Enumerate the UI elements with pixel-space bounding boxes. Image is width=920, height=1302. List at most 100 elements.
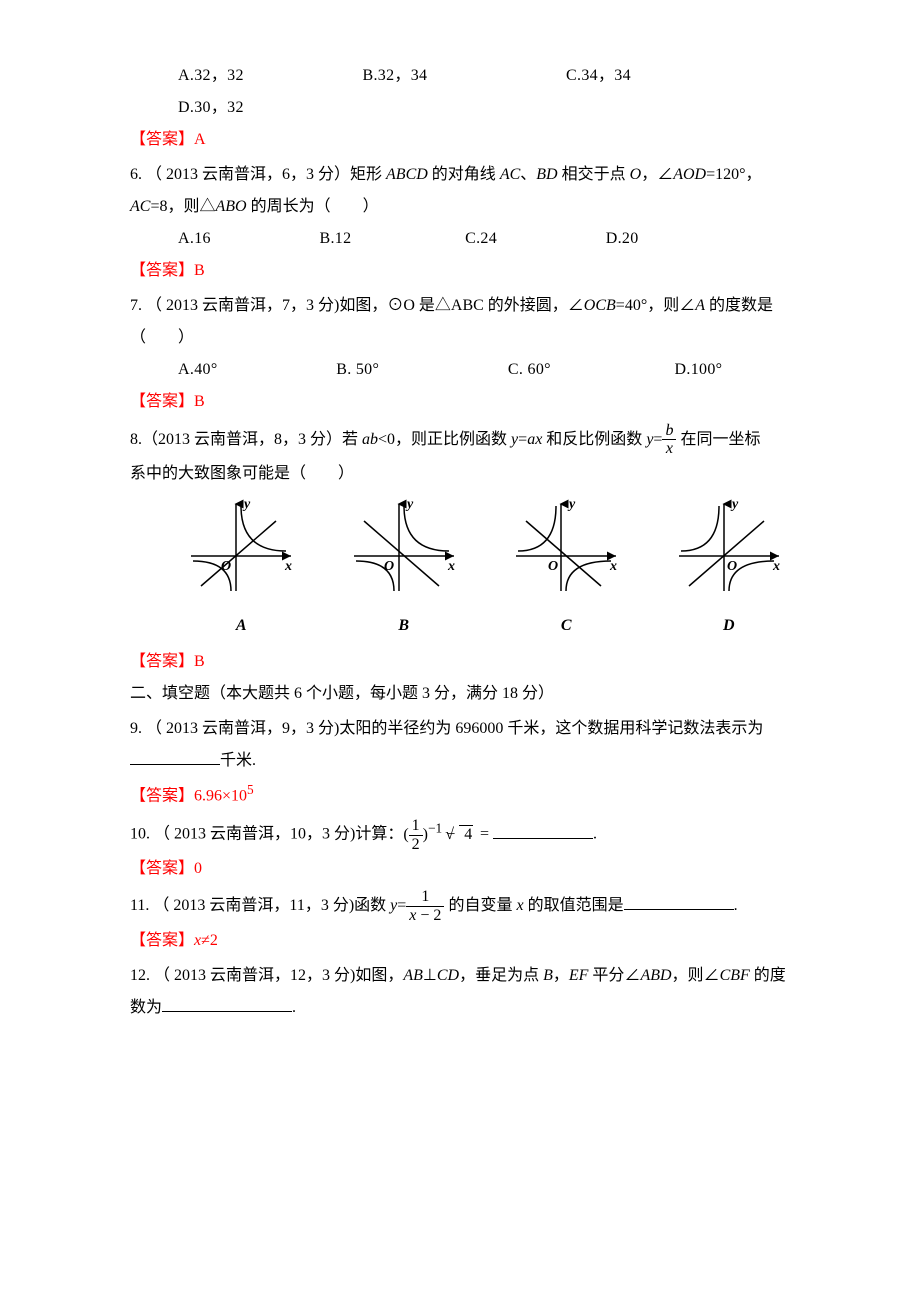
- question-11: 11. （ 2013 云南普洱，11，3 分)函数 y=1x − 2 的自变量 …: [130, 888, 810, 924]
- question-12-line2: 数为.: [130, 992, 810, 1024]
- graph-a-y-label: y: [242, 497, 251, 512]
- q8-ab: ab: [362, 430, 378, 447]
- q6-o: O: [630, 166, 642, 183]
- q11-blank: [624, 893, 734, 910]
- graph-a: y x O A: [181, 496, 301, 642]
- q7-opt-a: A.40°: [178, 354, 218, 386]
- q12-m5: 的度: [750, 967, 786, 984]
- q6-bd: BD: [536, 166, 557, 183]
- q6-t3: 相交于点: [558, 166, 630, 183]
- question-6: 6. （ 2013 云南普洱，6，3 分）矩形 ABCD 的对角线 AC、BD …: [130, 159, 810, 191]
- section-2-heading: 二、填空题（本大题共 6 个小题，每小题 3 分，满分 18 分）: [130, 678, 810, 710]
- answer-10: 【答案】0: [130, 853, 810, 885]
- question-7-paren: （ ）: [130, 322, 810, 354]
- question-10: 10. （ 2013 云南普洱，10，3 分)计算：(12)−1 − 4√ = …: [130, 815, 810, 853]
- q6-options: A.16 B.12 C.24 D.20: [130, 223, 810, 255]
- q12-abd: ABD: [640, 967, 671, 984]
- q8-feq: =: [653, 430, 662, 447]
- q6-t5: =120°，: [706, 166, 761, 183]
- answer-7: 【答案】B: [130, 386, 810, 418]
- q12-m1: ，垂足为点: [459, 967, 543, 984]
- q7-opt-d: D.100°: [675, 354, 723, 386]
- q6-opt-a: A.16: [178, 223, 211, 255]
- q12-m2: ，: [553, 967, 569, 984]
- answer-11: 【答案】x≠2: [130, 925, 810, 957]
- question-7: 7. （ 2013 云南普洱，7，3 分)如图，⊙O 是△ABC 的外接圆，∠O…: [130, 290, 810, 322]
- q8-fden: x: [662, 440, 676, 458]
- q7-t2: =40°，则∠: [616, 297, 695, 314]
- q11-pre: 11. （ 2013 云南普洱，11，3 分)函数: [130, 897, 390, 914]
- q8-fraction: bx: [662, 422, 676, 458]
- q7-t1: 7. （ 2013 云南普洱，7，3 分)如图，⊙O 是△ABC 的外接圆，∠: [130, 297, 584, 314]
- q6-opt-b: B.12: [320, 223, 352, 255]
- graph-b-svg: y x O: [344, 496, 464, 596]
- graph-c-x-label: x: [609, 559, 617, 574]
- q12-b: B: [543, 967, 553, 984]
- q5-opt-b: B.32，34: [362, 60, 427, 92]
- q7-opt-c: C. 60°: [508, 354, 551, 386]
- q12-pre: 12. （ 2013 云南普洱，12，3 分)如图，: [130, 967, 403, 984]
- graph-a-label: A: [181, 610, 301, 642]
- graph-c-y-label: y: [567, 497, 576, 512]
- q7-opt-b: B. 50°: [336, 354, 379, 386]
- graph-a-x-label: x: [284, 559, 292, 574]
- q12-cd: CD: [437, 967, 459, 984]
- graph-d-svg: y x O: [669, 496, 789, 596]
- answer-9: 【答案】6.96×105: [130, 777, 810, 812]
- q8-mid2: 和反比例函数: [542, 430, 646, 447]
- graph-d-x-label: x: [772, 559, 780, 574]
- q5-opt-c: C.34，34: [566, 60, 631, 92]
- q11-fraction: 1x − 2: [406, 888, 444, 924]
- q6-t2: 的对角线: [428, 166, 500, 183]
- graph-d-y-label: y: [730, 497, 739, 512]
- q10-formula: (12)−1 − 4√: [403, 826, 476, 843]
- q6-sep: 、: [520, 166, 536, 183]
- q5-opt-d: D.30，32: [178, 92, 244, 124]
- q11-mid: 的自变量: [444, 897, 516, 914]
- answer-8: 【答案】B: [130, 646, 810, 678]
- graph-b-x-label: x: [447, 559, 455, 574]
- ans9-sup: 5: [247, 782, 254, 797]
- q10-num: 1: [409, 817, 423, 836]
- q5-options: A.32，32 B.32，34 C.34，34 D.30，32: [130, 60, 810, 124]
- q6-l2c: 的周长为（ ）: [247, 198, 379, 215]
- q6-opt-c: C.24: [465, 223, 497, 255]
- q10-den: 2: [409, 836, 423, 854]
- graph-c-svg: y x O: [506, 496, 626, 596]
- q11-x: x: [516, 897, 523, 914]
- ans11-rest: ≠2: [201, 932, 218, 949]
- q8-ax: ax: [527, 430, 542, 447]
- q7-t3: 的度数是: [705, 297, 773, 314]
- ans9-pre: 【答案】6.96×10: [130, 787, 247, 804]
- q11-num: 1: [406, 888, 444, 907]
- q11-tail: 的取值范围是: [524, 897, 624, 914]
- question-6-line2: AC=8，则△ABO 的周长为（ ）: [130, 191, 810, 223]
- graph-b: y x O B: [344, 496, 464, 642]
- graph-a-svg: y x O: [181, 496, 301, 596]
- graph-c: y x O C: [506, 496, 626, 642]
- q7-options: A.40° B. 50° C. 60° D.100°: [130, 354, 810, 386]
- q6-ac: AC: [500, 166, 520, 183]
- q6-t4: ，∠: [641, 166, 673, 183]
- graph-d-o-label: O: [727, 559, 737, 574]
- graph-c-label: C: [506, 610, 626, 642]
- graph-d-label: D: [669, 610, 789, 642]
- q9-blank: [130, 748, 220, 765]
- q11-den: x − 2: [406, 907, 444, 925]
- q6-l2b: =8，则△: [150, 198, 215, 215]
- q7-a: A: [695, 297, 705, 314]
- q12-l2: 数为: [130, 999, 162, 1016]
- question-8: 8.（2013 云南普洱，8，3 分）若 ab<0，则正比例函数 y=ax 和反…: [130, 422, 810, 458]
- q8-tail: 在同一坐标: [676, 430, 760, 447]
- q12-m4: ，则∠: [672, 967, 720, 984]
- q7-ocb: OCB: [584, 297, 616, 314]
- q6-abo: ABO: [215, 198, 246, 215]
- q11-eq: =: [397, 897, 406, 914]
- ans11-pre: 【答案】: [130, 932, 194, 949]
- q8-fnum: b: [662, 422, 676, 441]
- answer-5: 【答案】A: [130, 124, 810, 156]
- q12-perp: ⊥: [423, 967, 437, 984]
- graph-b-y-label: y: [405, 497, 414, 512]
- graph-b-label: B: [344, 610, 464, 642]
- q6-aod: AOD: [673, 166, 706, 183]
